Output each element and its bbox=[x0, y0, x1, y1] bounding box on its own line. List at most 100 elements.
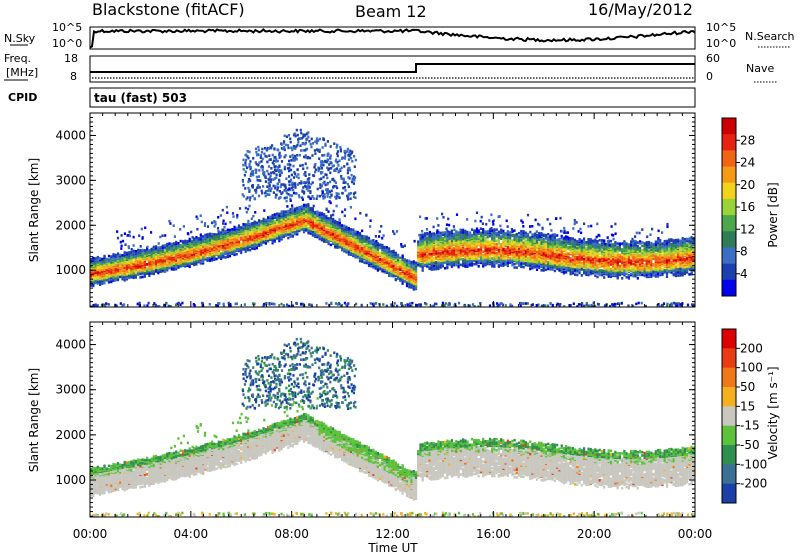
echo-cell bbox=[329, 216, 332, 220]
echo-cell bbox=[228, 231, 232, 234]
echo-cell bbox=[343, 249, 346, 253]
echo-cell bbox=[112, 263, 115, 266]
echo-cell bbox=[220, 252, 223, 255]
echo-cell bbox=[511, 233, 514, 237]
echo-cell bbox=[397, 258, 400, 262]
echo-cell bbox=[399, 256, 402, 260]
echo-cell bbox=[181, 262, 185, 265]
echo-cell bbox=[403, 266, 406, 270]
echo-cell bbox=[177, 253, 180, 257]
echo-cell bbox=[143, 275, 146, 278]
freq-label-2: [MHz] bbox=[6, 66, 38, 79]
echo-cell bbox=[186, 263, 189, 267]
echo-cell bbox=[260, 224, 263, 227]
echo-cell bbox=[390, 267, 393, 271]
echo-cell bbox=[509, 256, 512, 260]
echo-cell bbox=[226, 244, 229, 248]
echo-cell bbox=[112, 269, 115, 272]
echo-cell bbox=[289, 234, 292, 237]
echo-cell bbox=[143, 254, 146, 257]
echo-cell bbox=[365, 235, 368, 239]
echo-cell bbox=[199, 235, 202, 239]
echo-cell bbox=[271, 241, 274, 245]
echo-cell bbox=[448, 242, 451, 245]
echo-cell bbox=[280, 233, 283, 236]
echo-cell bbox=[139, 276, 142, 279]
echo-cell bbox=[157, 271, 160, 275]
echo-cell bbox=[518, 235, 521, 238]
echo-cell bbox=[103, 259, 106, 262]
echo-cell bbox=[253, 242, 256, 245]
echo-cell bbox=[121, 254, 124, 257]
echo-cell bbox=[307, 209, 310, 213]
echo-cell bbox=[414, 261, 418, 265]
echo-cell bbox=[123, 275, 126, 279]
echo-cell bbox=[358, 253, 362, 256]
echo-cell bbox=[426, 231, 429, 235]
echo-cell bbox=[363, 243, 366, 247]
echo-cell bbox=[161, 269, 164, 273]
echo-cell bbox=[258, 225, 261, 229]
echo-cell bbox=[300, 205, 303, 208]
echo-cell bbox=[457, 231, 460, 234]
echo-cell bbox=[152, 251, 155, 255]
echo-cell bbox=[352, 230, 355, 233]
echo-cell bbox=[502, 254, 505, 257]
echo-cell bbox=[531, 233, 534, 236]
echo-cell bbox=[146, 251, 149, 254]
echo-cell bbox=[103, 281, 106, 285]
echo-cell bbox=[235, 247, 238, 251]
echo-cell bbox=[502, 237, 505, 241]
echo-cell bbox=[502, 232, 505, 235]
echo-cell bbox=[291, 217, 294, 221]
echo-cell bbox=[399, 276, 402, 280]
echo-cell bbox=[518, 264, 521, 267]
echo-cell bbox=[132, 249, 135, 253]
echo-cell bbox=[468, 255, 471, 258]
echo-cell bbox=[470, 259, 474, 263]
echo-cell bbox=[482, 262, 485, 266]
echo-cell bbox=[114, 257, 117, 261]
echo-cell bbox=[495, 245, 498, 248]
echo-cell bbox=[343, 248, 346, 251]
echo-cell bbox=[318, 213, 321, 216]
cpid-label: CPID bbox=[8, 91, 37, 104]
echo-cell bbox=[139, 255, 142, 258]
echo-cell bbox=[177, 258, 180, 262]
echo-cell bbox=[110, 276, 113, 279]
echo-cell bbox=[320, 238, 323, 242]
echo-cell bbox=[372, 263, 375, 267]
echo-cell bbox=[90, 258, 93, 261]
echo-cell bbox=[222, 234, 225, 237]
echo-cell bbox=[437, 247, 440, 251]
echo-cell bbox=[116, 256, 120, 260]
echo-cell bbox=[372, 242, 375, 245]
echo-cell bbox=[352, 250, 355, 253]
echo-cell bbox=[493, 258, 496, 261]
echo-cell bbox=[379, 262, 382, 266]
echo-cell bbox=[529, 230, 532, 234]
echo-cell bbox=[222, 255, 225, 259]
echo-cell bbox=[215, 244, 218, 247]
echo-cell bbox=[161, 244, 164, 248]
echo-cell bbox=[148, 260, 151, 264]
echo-cell bbox=[213, 258, 216, 261]
echo-cell bbox=[152, 265, 155, 269]
echo-cell bbox=[141, 275, 144, 279]
echo-cell bbox=[347, 250, 350, 254]
echo-cell bbox=[423, 232, 427, 235]
echo-cell bbox=[260, 220, 263, 223]
echo-cell bbox=[522, 265, 525, 269]
echo-cell bbox=[336, 221, 339, 224]
echo-cell bbox=[484, 230, 487, 233]
echo-cell bbox=[233, 240, 236, 243]
echo-cell bbox=[305, 213, 308, 217]
echo-cell bbox=[347, 244, 350, 248]
echo-cell bbox=[455, 260, 458, 263]
echo-cell bbox=[253, 240, 256, 244]
echo-cell bbox=[365, 245, 368, 249]
echo-cell bbox=[379, 251, 382, 255]
echo-cell bbox=[249, 241, 252, 244]
echo-cell bbox=[354, 235, 357, 239]
echo-cell bbox=[515, 266, 518, 269]
